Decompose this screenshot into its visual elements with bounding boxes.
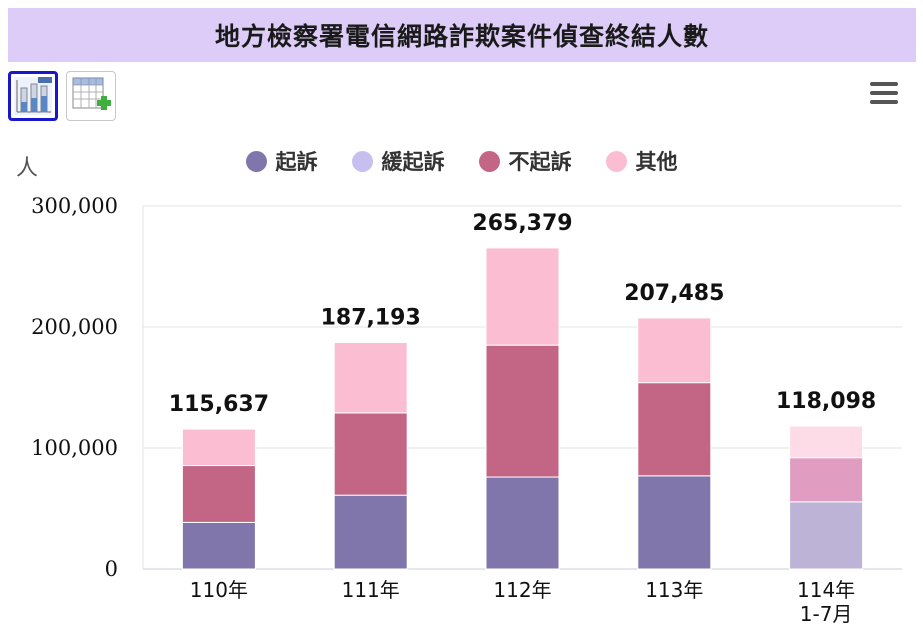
bar-chart-icon bbox=[14, 77, 52, 115]
x-tick-label: 114年 bbox=[797, 578, 855, 602]
legend-item-not-indicted[interactable]: 不起訴 bbox=[478, 146, 572, 176]
x-tick-label: 1-7月 bbox=[800, 602, 853, 626]
bar-segment bbox=[637, 382, 712, 477]
data-label-total: 118,098 bbox=[776, 389, 876, 414]
bar-segment bbox=[789, 501, 864, 570]
bar-segment bbox=[789, 457, 864, 503]
bar-segment bbox=[789, 425, 864, 459]
x-tick-label: 113年 bbox=[645, 578, 703, 602]
legend-dot-deferred bbox=[351, 150, 373, 172]
legend-label-indicted: 起訴 bbox=[275, 150, 318, 174]
y-tick-label: 300,000 bbox=[31, 194, 118, 218]
bar-segment bbox=[485, 247, 560, 346]
legend-label-deferred: 緩起訴 bbox=[381, 150, 445, 174]
bar-segment bbox=[181, 465, 256, 523]
y-tick-label: 0 bbox=[105, 557, 118, 581]
data-label-total: 207,485 bbox=[624, 281, 724, 306]
bar-segment bbox=[637, 475, 712, 570]
legend-label-other: 其他 bbox=[635, 150, 678, 174]
bar-segment bbox=[333, 341, 408, 414]
legend-label-not-indicted: 不起訴 bbox=[508, 150, 572, 174]
bar-segment bbox=[485, 344, 560, 478]
data-label-total: 265,379 bbox=[472, 211, 572, 236]
y-tick-label: 200,000 bbox=[31, 315, 118, 339]
legend-dot-not-indicted bbox=[478, 150, 500, 172]
legend-dot-indicted bbox=[245, 150, 267, 172]
data-label-total: 115,637 bbox=[169, 392, 269, 417]
chart-view-button[interactable] bbox=[8, 71, 58, 121]
hamburger-menu-icon[interactable] bbox=[866, 82, 902, 110]
data-label-total: 187,193 bbox=[321, 305, 421, 330]
x-tick-label: 111年 bbox=[342, 578, 400, 602]
bar-segment bbox=[181, 428, 256, 467]
bar-segment bbox=[181, 521, 256, 570]
legend-item-indicted[interactable]: 起訴 bbox=[245, 146, 318, 176]
add-table-icon bbox=[72, 77, 111, 110]
bar-segment bbox=[485, 476, 560, 570]
chart-title-bar: 地方檢察署電信網路詐欺案件偵查終結人數 bbox=[8, 8, 916, 62]
bar-segment bbox=[333, 412, 408, 496]
y-axis-unit: 人 bbox=[16, 156, 39, 181]
x-tick-label: 110年 bbox=[190, 578, 248, 602]
legend-item-deferred[interactable]: 緩起訴 bbox=[351, 146, 445, 176]
legend: 起訴 緩起訴 不起訴 其他 bbox=[0, 146, 923, 176]
chart-title: 地方檢察署電信網路詐欺案件偵查終結人數 bbox=[214, 22, 709, 51]
x-tick-label: 112年 bbox=[493, 578, 551, 602]
table-view-button[interactable] bbox=[66, 71, 116, 121]
bar-segment bbox=[637, 317, 712, 384]
bar-segment bbox=[333, 494, 408, 570]
legend-item-other[interactable]: 其他 bbox=[605, 146, 678, 176]
y-tick-label: 100,000 bbox=[31, 436, 118, 460]
legend-dot-other bbox=[605, 150, 627, 172]
